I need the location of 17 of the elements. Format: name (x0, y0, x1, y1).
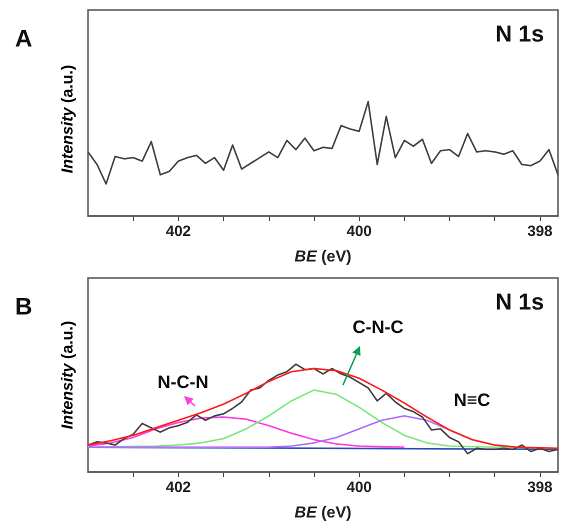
y-axis-title: Intensity (a.u.) (60, 320, 76, 430)
text: N 1s (495, 288, 544, 314)
text: C-N-C (352, 317, 404, 337)
x-axis-title: BE (eV) (294, 248, 352, 266)
x-tick-label: 400 (346, 479, 372, 496)
annotation: N-C-N (158, 372, 208, 392)
text: N 1s (495, 20, 544, 46)
x-tick-label: 398 (527, 223, 552, 240)
y-axis-title: Intensity (a.u.) (60, 64, 76, 174)
x-tick-label: 400 (346, 223, 372, 240)
x-tick-label: 398 (527, 479, 552, 496)
annotation: N≡C (454, 390, 490, 410)
chart-title: B (15, 294, 32, 320)
x-tick-label: 402 (166, 223, 191, 240)
x-tick-label: 402 (166, 479, 191, 496)
x-axis-title: BE (eV) (294, 504, 352, 522)
chart-title: A (15, 26, 32, 52)
